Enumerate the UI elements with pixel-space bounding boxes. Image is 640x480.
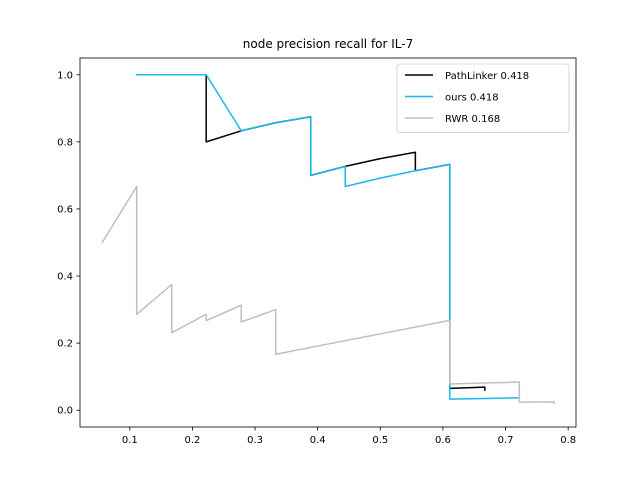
y-tick-label: 0.6	[57, 204, 73, 215]
legend-label-1: ours 0.418	[445, 93, 499, 104]
x-tick-label: 0.4	[310, 435, 326, 446]
plot-frame	[79, 57, 577, 428]
x-tick-label: 0.7	[498, 435, 514, 446]
x-tick-label: 0.2	[184, 435, 200, 446]
legend-label-0: PathLinker 0.418	[445, 71, 529, 82]
y-tick-label: 0.0	[57, 406, 73, 417]
y-tick-label: 0.2	[57, 339, 73, 350]
y-tick-label: 0.8	[57, 137, 73, 148]
axes-layer: 0.1 0.2 0.3 0.4 0.5 0.6 0.7 0.8 0.0 0.2 0.4 0.6 0.8 1…	[57, 57, 577, 446]
x-tick-label: 0.6	[435, 435, 451, 446]
x-tick-label: 0.5	[372, 435, 388, 446]
legend-label-2: RWR 0.168	[445, 114, 500, 125]
series-layer	[101, 74, 556, 404]
x-tick-label: 0.1	[122, 435, 138, 446]
legend: PathLinker 0.418 ours 0.418 RWR 0.168	[396, 63, 570, 133]
chart-title: node precision recall for IL-7	[243, 37, 414, 51]
series-line-2	[101, 185, 556, 404]
x-tick-label: 0.8	[560, 435, 576, 446]
y-tick-label: 1.0	[57, 70, 73, 81]
y-tick-label: 0.4	[57, 272, 73, 283]
legend-box	[396, 63, 570, 133]
x-tick-label: 0.3	[247, 435, 263, 446]
